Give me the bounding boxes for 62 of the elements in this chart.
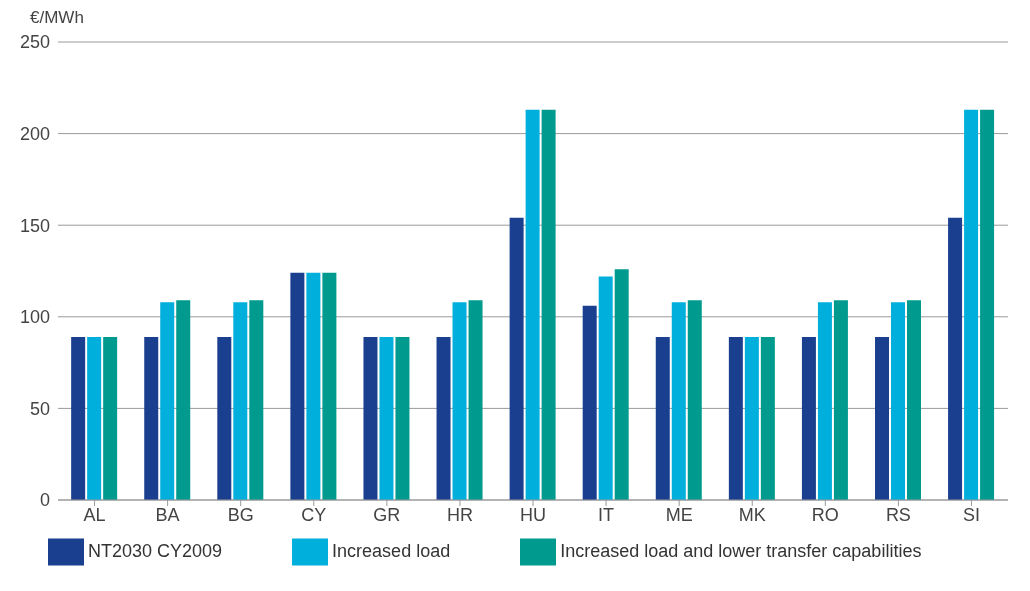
y-tick-label: 250: [19, 32, 50, 53]
legend-label: Increased load: [332, 540, 451, 561]
bar: [875, 336, 889, 500]
x-tick-label: ME: [665, 504, 693, 525]
bar: [687, 300, 702, 500]
bar: [103, 336, 118, 500]
bar: [907, 300, 921, 500]
x-tick-label: HU: [520, 504, 546, 525]
x-tick-label: CY: [301, 504, 327, 525]
x-tick-label: BA: [155, 504, 180, 525]
bar: [614, 269, 629, 500]
bar: [801, 336, 816, 500]
bar: [395, 336, 410, 500]
bar: [655, 336, 670, 500]
bar: [671, 302, 686, 500]
x-tick-label: GR: [373, 504, 401, 525]
x-tick-label: MK: [738, 504, 766, 525]
bar: [964, 109, 979, 500]
x-tick-label: IT: [598, 504, 615, 525]
bar: [379, 336, 394, 500]
x-tick-label: SI: [962, 504, 980, 525]
bar: [598, 276, 613, 500]
bar: [541, 109, 556, 500]
x-tick-label: AL: [83, 504, 106, 525]
y-tick-label: 0: [39, 490, 50, 511]
bar: [160, 302, 175, 500]
bar: [728, 336, 743, 500]
bar: [582, 305, 597, 500]
bar: [176, 300, 191, 500]
bar: [525, 109, 540, 500]
legend-label: Increased load and lower transfer capabilities: [560, 540, 922, 561]
bar: [891, 302, 905, 500]
bar: [452, 302, 467, 500]
x-tick-label: BG: [227, 504, 254, 525]
bar: [760, 336, 775, 500]
bar: [833, 300, 848, 500]
bar: [306, 272, 321, 500]
bar: [233, 302, 248, 500]
x-tick-label: RS: [885, 504, 911, 525]
y-tick-label: 100: [19, 307, 50, 328]
bar: [71, 336, 86, 500]
bar: [87, 336, 102, 500]
bar: [744, 336, 759, 500]
bar: [980, 109, 995, 500]
bar: [948, 217, 963, 500]
y-tick-label: 50: [29, 398, 50, 419]
y-tick-label: 150: [19, 215, 50, 236]
bar: [468, 300, 483, 500]
bar: [217, 336, 232, 500]
bar: [144, 336, 159, 500]
x-tick-label: RO: [811, 504, 839, 525]
bar: [436, 336, 451, 500]
x-tick-label: HR: [446, 504, 473, 525]
y-tick-label: 200: [19, 123, 50, 144]
bar: [817, 302, 832, 500]
bar: [509, 217, 524, 500]
bar: [322, 272, 337, 500]
legend-label: NT2030 CY2009: [88, 540, 223, 561]
bar: [363, 336, 378, 500]
bar: [249, 300, 264, 500]
bar: [290, 272, 305, 500]
y-axis-title: €/MWh: [29, 8, 85, 29]
